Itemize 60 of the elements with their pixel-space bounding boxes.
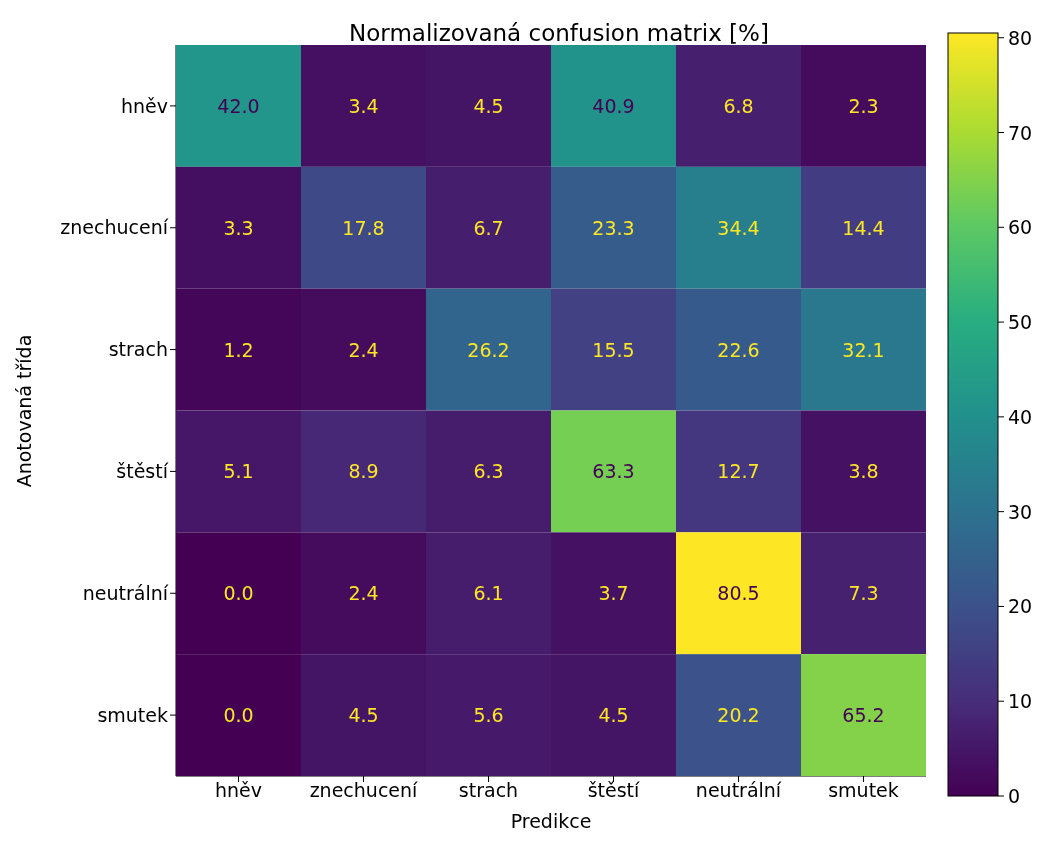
color-bar-label: 70 xyxy=(1008,121,1033,144)
x-tick-label: neutrální xyxy=(695,779,782,802)
x-tick-label: strach xyxy=(458,779,519,802)
data-label: 23.3 xyxy=(592,216,635,239)
data-label: 0.0 xyxy=(223,704,254,727)
data-label: 20.2 xyxy=(717,704,760,727)
data-label: 3.8 xyxy=(848,460,879,483)
data-label: 4.5 xyxy=(348,704,379,727)
color-bar-label: 80 xyxy=(1008,26,1033,49)
chart-title: Normalizovaná confusion matrix [%] xyxy=(348,20,770,46)
y-tick-label: hněv xyxy=(120,94,168,117)
color-bar-label: 10 xyxy=(1008,690,1033,713)
x-axis-title: Predikce xyxy=(510,810,592,832)
data-label: 3.7 xyxy=(598,582,629,605)
data-label: 5.6 xyxy=(473,704,504,727)
data-label: 3.3 xyxy=(223,216,254,239)
data-label: 5.1 xyxy=(223,460,254,483)
x-tick-label: smutek xyxy=(828,779,899,802)
data-label: 17.8 xyxy=(342,216,385,239)
data-label: 32.1 xyxy=(842,338,885,361)
data-label: 15.5 xyxy=(592,338,635,361)
data-label: 2.3 xyxy=(848,94,879,117)
data-label: 1.2 xyxy=(223,338,254,361)
color-bar-label: 60 xyxy=(1008,216,1033,239)
data-label: 6.7 xyxy=(473,216,504,239)
data-label: 42.0 xyxy=(217,94,260,117)
data-label: 3.4 xyxy=(348,94,379,117)
y-tick-label: neutrální xyxy=(82,581,169,604)
data-label: 4.5 xyxy=(598,704,629,727)
y-tick-label: znechucení xyxy=(60,216,169,239)
data-label: 2.4 xyxy=(348,338,379,361)
data-label: 12.7 xyxy=(717,460,760,483)
data-label: 4.5 xyxy=(473,94,504,117)
data-label: 7.3 xyxy=(848,582,879,605)
color-bar-label: 0 xyxy=(1008,785,1021,807)
x-tick-label: znechucení xyxy=(309,779,419,802)
data-label: 22.6 xyxy=(717,338,760,361)
color-bar-label: 40 xyxy=(1008,405,1033,428)
y-tick-label: strach xyxy=(108,338,168,361)
data-label: 26.2 xyxy=(467,338,510,361)
data-label: 6.1 xyxy=(473,582,504,605)
y-tick-label: štěstí xyxy=(116,460,169,483)
data-label: 0.0 xyxy=(223,582,254,605)
data-label: 8.9 xyxy=(348,460,379,483)
color-bar-label: 50 xyxy=(1008,311,1033,334)
data-label: 2.4 xyxy=(348,582,379,605)
data-label: 14.4 xyxy=(842,216,885,239)
data-label: 6.8 xyxy=(723,94,754,117)
y-axis-title: Anotovaná třída xyxy=(12,334,36,487)
y-tick-label: smutek xyxy=(97,703,168,726)
data-label: 40.9 xyxy=(592,94,635,117)
data-label: 63.3 xyxy=(592,460,635,483)
color-bar-label: 30 xyxy=(1008,500,1033,523)
color-bar-label: 20 xyxy=(1008,595,1033,618)
data-label: 65.2 xyxy=(842,704,885,727)
data-label: 80.5 xyxy=(717,582,760,605)
data-label: 34.4 xyxy=(717,216,760,239)
x-tick-label: hněv xyxy=(214,779,263,802)
data-label: 6.3 xyxy=(473,460,504,483)
x-tick-label: štěstí xyxy=(587,779,641,802)
